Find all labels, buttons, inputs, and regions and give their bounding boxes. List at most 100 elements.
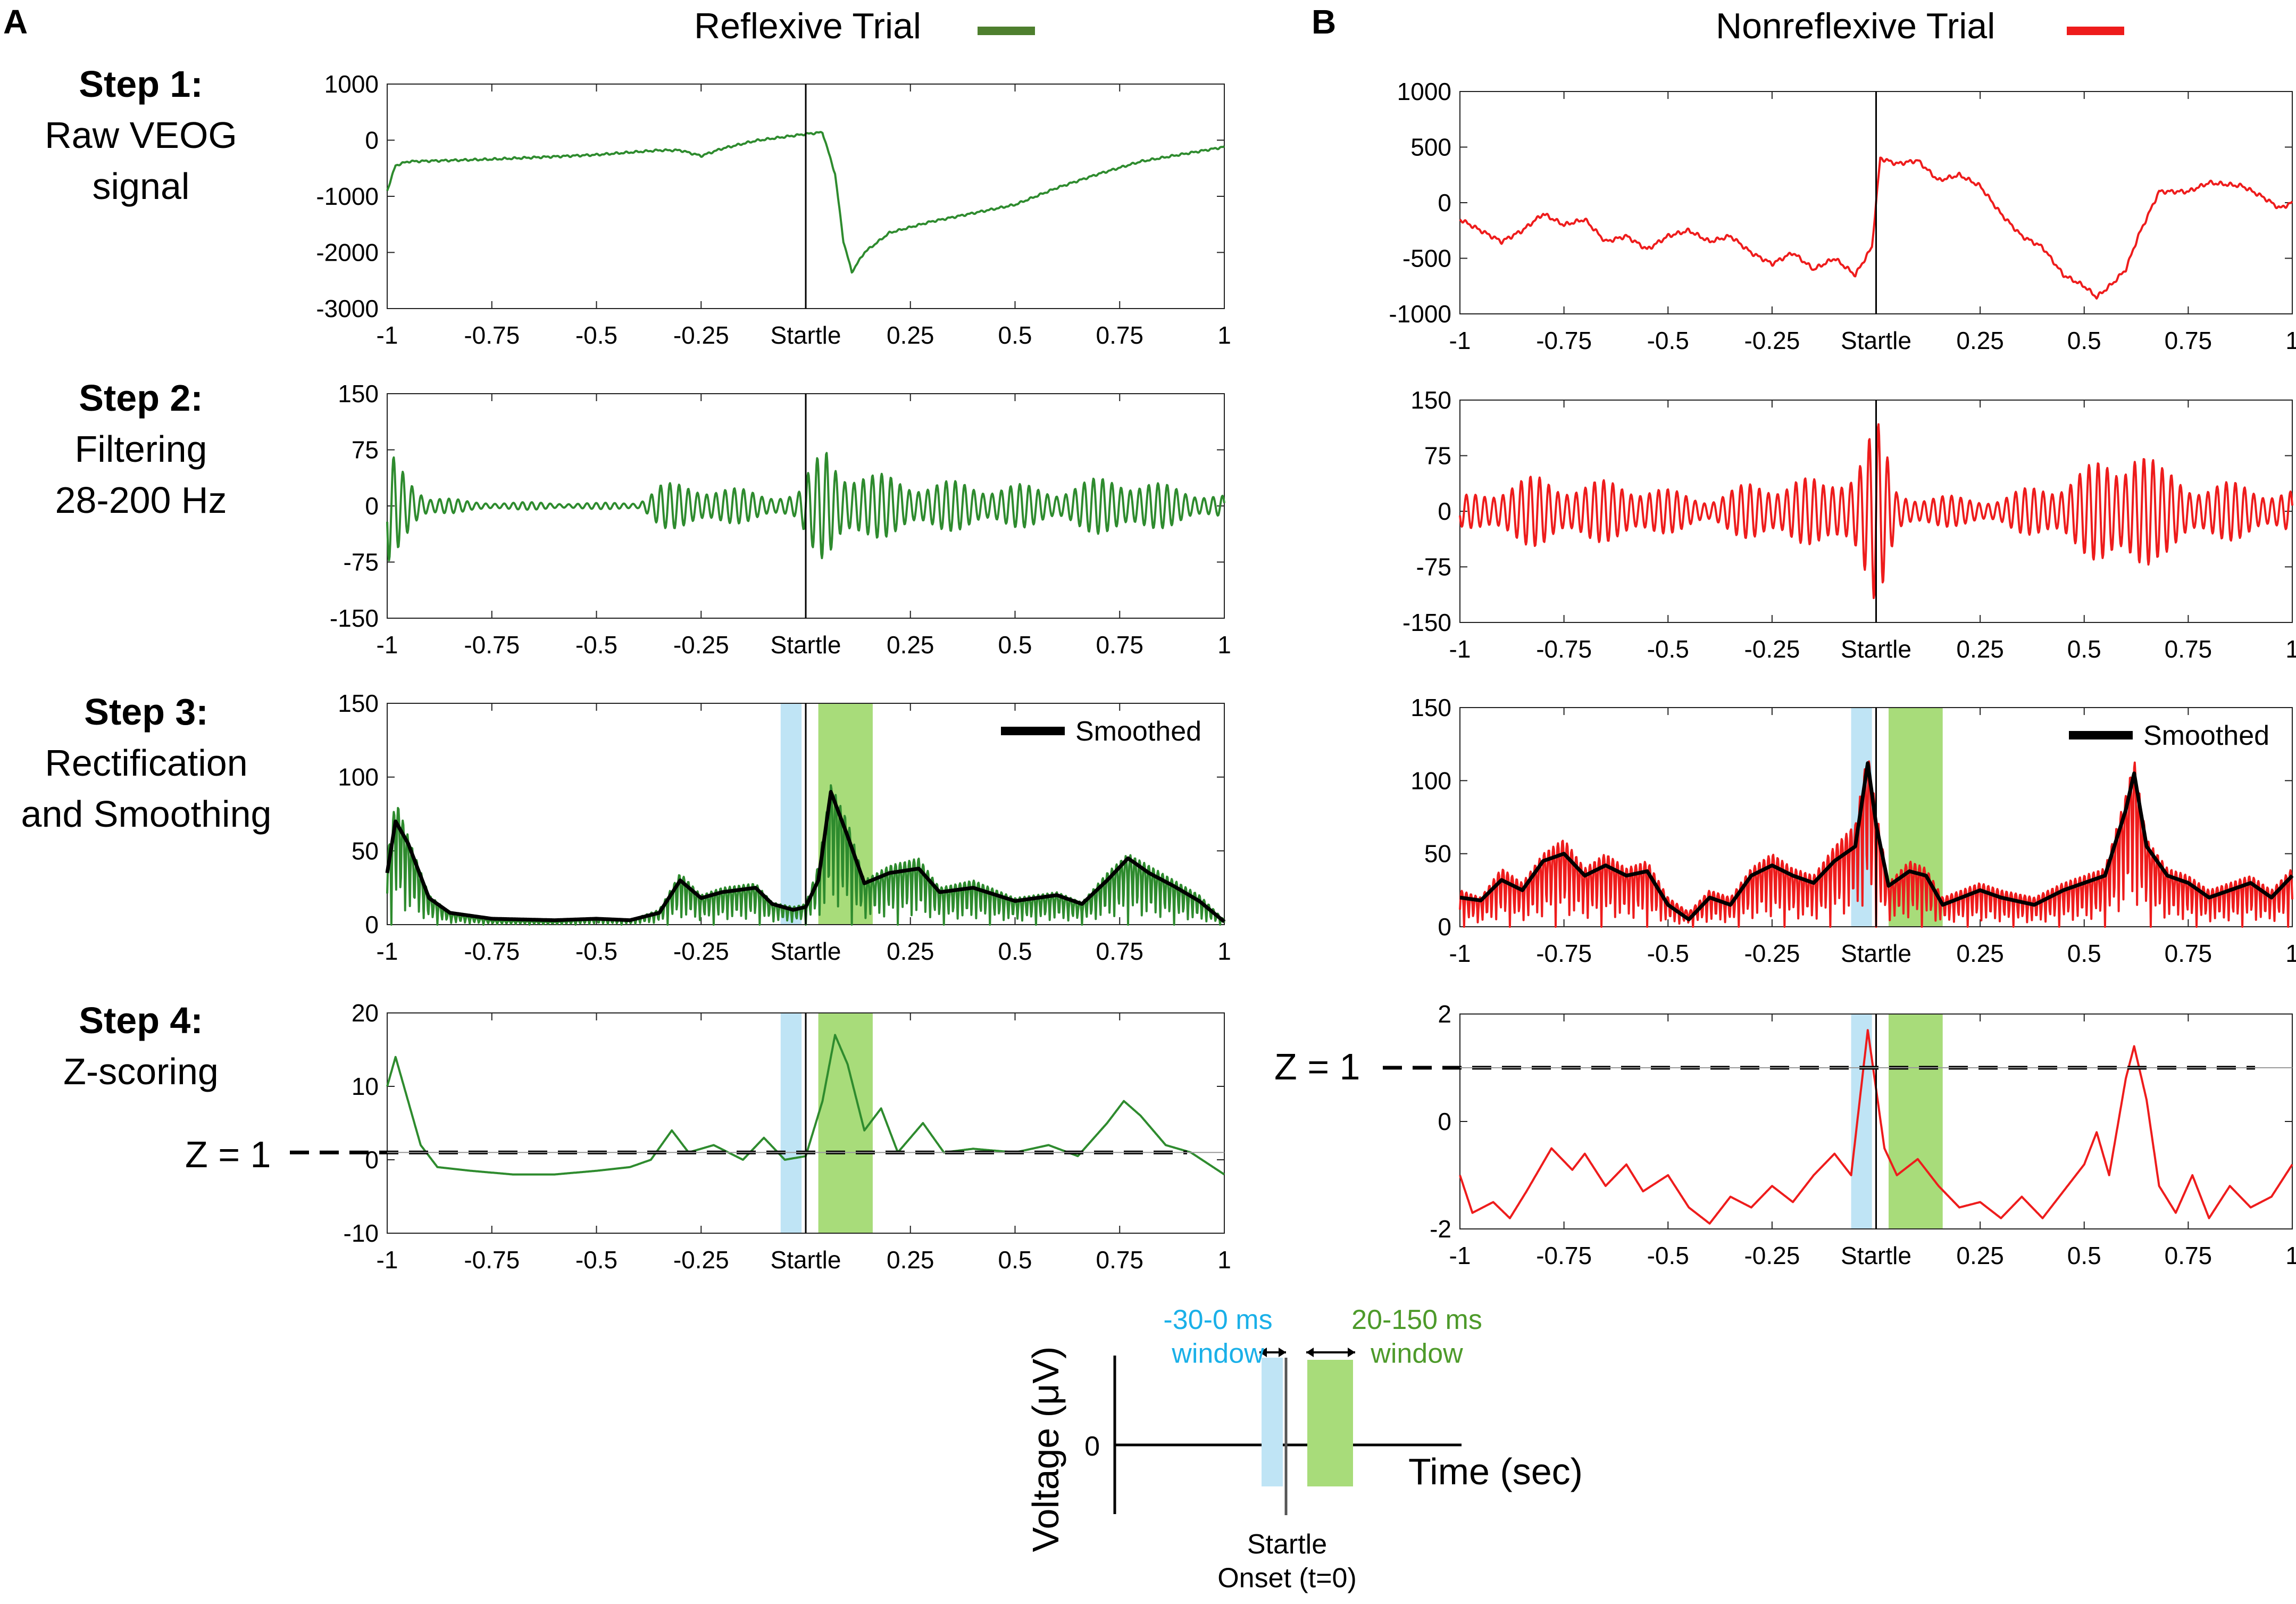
x-tick-label: -0.5 bbox=[1647, 635, 1689, 663]
y-tick-label: 150 bbox=[338, 689, 379, 717]
y-tick-label: -500 bbox=[1402, 245, 1451, 272]
x-tick-label: -0.75 bbox=[1536, 327, 1592, 354]
x-tick-label: Startle bbox=[1841, 1242, 1911, 1269]
y-tick-label: 100 bbox=[338, 763, 379, 791]
x-tick-label: -0.75 bbox=[1536, 635, 1592, 663]
chart-a2: 150 75 0 -75 -150-1 -0.75 -0.5 -0.25 Startle 0.25… bbox=[330, 380, 1231, 659]
y-tick-label: 50 bbox=[352, 837, 379, 865]
y-tick-label: 0 bbox=[1438, 497, 1451, 525]
chart-b1: 1000 500 0 -500 -1000-1 -0.75 -0.5 -0.25 Startle… bbox=[1389, 78, 2296, 354]
x-tick-label: -0.5 bbox=[575, 631, 617, 659]
x-tick-label: 0.75 bbox=[2165, 327, 2212, 354]
x-tick-label: -0.5 bbox=[1647, 1242, 1689, 1269]
y-tick-label: -150 bbox=[330, 604, 379, 632]
x-tick-label: 1 bbox=[1217, 631, 1231, 659]
chart-a1: 1000 0 -1000 -2000 -3000-1 -0.75 -0.5 -0.25 Star… bbox=[316, 70, 1231, 349]
x-tick-label: 0.75 bbox=[1096, 631, 1143, 659]
x-tick-label: -1 bbox=[1449, 635, 1471, 663]
x-tick-label: -0.5 bbox=[1647, 940, 1689, 967]
y-tick-label: 150 bbox=[1410, 386, 1451, 414]
x-tick-label: 0.5 bbox=[2067, 635, 2101, 663]
x-tick-label: Startle bbox=[771, 631, 841, 659]
x-tick-label: Startle bbox=[1841, 327, 1911, 354]
y-tick-label: 0 bbox=[1438, 913, 1451, 941]
y-tick-label: 150 bbox=[338, 380, 379, 408]
x-tick-label: -1 bbox=[377, 321, 398, 349]
step-3-line-1: Rectification bbox=[45, 742, 248, 784]
nonreflexive-trial-title: Nonreflexive Trial bbox=[1716, 6, 1996, 46]
y-tick-label: -10 bbox=[344, 1219, 379, 1247]
legend-label: Smoothed bbox=[1075, 716, 1201, 747]
legend-label: Smoothed bbox=[2143, 720, 2269, 751]
y-tick-label: 2 bbox=[1438, 1000, 1451, 1028]
x-tick-label: -1 bbox=[1449, 1242, 1471, 1269]
y-tick-label: -3000 bbox=[316, 295, 379, 322]
step-4-label: Step 4: Z-scoring bbox=[0, 995, 282, 1097]
x-tick-label: -1 bbox=[377, 937, 398, 965]
x-tick-label: -0.25 bbox=[673, 1246, 729, 1274]
y-tick-label: -150 bbox=[1402, 609, 1451, 636]
x-tick-label: Startle bbox=[1841, 940, 1911, 967]
x-tick-label: -0.25 bbox=[1744, 635, 1800, 663]
x-tick-label: 0.25 bbox=[887, 937, 934, 965]
x-tick-label: Startle bbox=[771, 321, 841, 349]
y-tick-label: 0 bbox=[1438, 189, 1451, 217]
y-tick-label: -75 bbox=[344, 548, 379, 576]
step-4-line-1: Z-scoring bbox=[63, 1051, 219, 1092]
step-1-line-2: signal bbox=[92, 165, 190, 207]
y-tick-label: 75 bbox=[352, 436, 379, 464]
x-tick-label: -0.25 bbox=[673, 631, 729, 659]
response-window-band bbox=[818, 1013, 873, 1233]
x-tick-label: -0.5 bbox=[575, 937, 617, 965]
y-tick-label: 500 bbox=[1410, 134, 1451, 161]
x-tick-label: -0.25 bbox=[673, 321, 729, 349]
step-1-head: Step 1: bbox=[79, 63, 203, 105]
baseline-window-band bbox=[780, 1013, 802, 1233]
x-tick-label: 0.75 bbox=[2165, 1242, 2212, 1269]
nonreflexive-legend-swatch bbox=[2067, 27, 2124, 35]
x-tick-label: -0.75 bbox=[464, 1246, 520, 1274]
x-tick-label: 0.5 bbox=[2067, 327, 2101, 354]
x-tick-label: -0.5 bbox=[1647, 327, 1689, 354]
x-tick-label: 0.25 bbox=[1956, 940, 2004, 967]
y-tick-label: -2000 bbox=[316, 239, 379, 267]
y-tick-label: -75 bbox=[1416, 553, 1451, 581]
baseline-window-band bbox=[780, 703, 802, 925]
x-tick-label: -0.25 bbox=[1744, 327, 1800, 354]
x-tick-label: 1 bbox=[1217, 937, 1231, 965]
reflexive-legend-swatch bbox=[978, 27, 1035, 35]
y-tick-label: -1000 bbox=[316, 182, 379, 210]
x-tick-label: -1 bbox=[1449, 327, 1471, 354]
y-tick-label: 1000 bbox=[1397, 78, 1451, 105]
step-1-label: Step 1: Raw VEOG signal bbox=[0, 59, 282, 212]
x-tick-label: -0.25 bbox=[673, 937, 729, 965]
x-tick-label: 1 bbox=[1217, 1246, 1231, 1274]
z-threshold-label-a: Z = 1 bbox=[185, 1134, 271, 1175]
x-tick-label: 0.25 bbox=[887, 321, 934, 349]
panel-letter-a: A bbox=[3, 3, 28, 41]
x-tick-label: 1 bbox=[2285, 1242, 2296, 1269]
y-tick-label: -1000 bbox=[1389, 300, 1451, 328]
x-tick-label: 0.75 bbox=[1096, 321, 1143, 349]
x-tick-label: 0.25 bbox=[1956, 1242, 2004, 1269]
x-tick-label: 0.5 bbox=[998, 1246, 1032, 1274]
panel-letter-b: B bbox=[1312, 3, 1337, 41]
y-tick-label: 75 bbox=[1424, 442, 1451, 470]
step-1-line-1: Raw VEOG bbox=[45, 114, 237, 156]
y-tick-label: 150 bbox=[1410, 694, 1451, 721]
y-tick-label: 0 bbox=[365, 911, 379, 938]
x-tick-label: -1 bbox=[377, 631, 398, 659]
x-tick-label: 0.5 bbox=[998, 937, 1032, 965]
x-tick-label: -0.25 bbox=[1744, 1242, 1800, 1269]
x-tick-label: 0.25 bbox=[887, 1246, 934, 1274]
step-2-label: Step 2: Filtering 28-200 Hz bbox=[0, 372, 282, 526]
x-tick-label: -0.75 bbox=[1536, 940, 1592, 967]
x-tick-label: 1 bbox=[2285, 635, 2296, 663]
x-tick-label: Startle bbox=[1841, 635, 1911, 663]
x-tick-label: 0.75 bbox=[1096, 937, 1143, 965]
x-tick-label: -0.75 bbox=[1536, 1242, 1592, 1269]
x-tick-label: 0.75 bbox=[2165, 635, 2212, 663]
y-tick-label: 0 bbox=[1438, 1108, 1451, 1135]
x-tick-label: 0.5 bbox=[998, 631, 1032, 659]
